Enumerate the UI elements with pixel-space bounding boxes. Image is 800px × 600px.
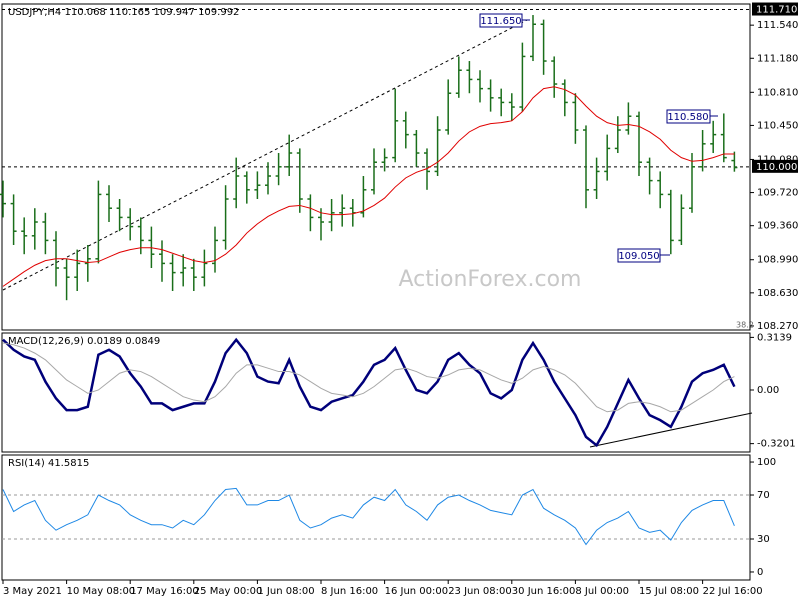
y-tick-label: 108.270: [757, 321, 798, 332]
panel-frame: [1, 454, 751, 581]
y-tick-label: 111.540: [757, 20, 798, 31]
y-tick-label: 108.630: [757, 288, 798, 299]
y-tick-label: 70: [757, 490, 770, 501]
y-tick-label: -0.3201: [757, 439, 796, 450]
annotation-box: [666, 109, 711, 124]
y-tick-label: 110.810: [757, 87, 798, 98]
x-tick-label: 1 Jun 08:00: [257, 586, 314, 597]
y-tick-label: 108.990: [757, 255, 798, 266]
x-tick-label: 8 Jun 16:00: [321, 586, 378, 597]
x-tick-label: 30 Jun 16:00: [512, 586, 576, 597]
x-tick-label: 16 Jun 00:00: [385, 586, 449, 597]
y-tick-label: 111.180: [757, 53, 798, 64]
y-tick-label: 30: [757, 534, 770, 545]
panel-title: USDJPY,H4 110.068 110.165 109.947 109.99…: [8, 7, 239, 18]
x-tick-label: 3 May 2021: [3, 586, 62, 597]
annotation-box: [479, 13, 523, 28]
annotation-box: [617, 248, 661, 263]
y-tick-label: 109.720: [757, 188, 798, 199]
x-tick-label: 17 May 16:00: [130, 586, 199, 597]
y-tick-label: 109.360: [757, 221, 798, 232]
watermark: ActionForex.com: [399, 267, 582, 292]
y-tick-label: 110.450: [757, 120, 798, 131]
macd-trend-line: [589, 412, 753, 448]
series-line: [2, 337, 736, 448]
trend-line: [2, 19, 528, 291]
y-tick-label: 0: [757, 567, 763, 578]
series-line: [2, 342, 735, 413]
x-tick-label: 23 Jun 08:00: [448, 586, 512, 597]
x-tick-label: 15 Jul 08:00: [639, 586, 699, 597]
price-label: 111.710: [756, 5, 797, 16]
panel-frame: [1, 332, 751, 453]
x-tick-label: 8 Jul 00:00: [575, 586, 629, 597]
panel-title: RSI(14) 41.5815: [8, 458, 89, 469]
annotation: 109.050: [618, 251, 659, 262]
y-tick-label: 0.3139: [757, 332, 792, 343]
annotation: 38.2: [736, 321, 754, 330]
y-tick-label: 100: [757, 457, 776, 468]
moving-average: [2, 86, 735, 287]
series-line: [2, 487, 735, 546]
x-tick-label: 25 May 00:00: [194, 586, 263, 597]
price-label: 110.000: [756, 162, 797, 173]
price-label-box: [752, 2, 798, 16]
annotation: 110.580: [667, 112, 708, 123]
y-tick-label: 0.00: [757, 385, 779, 396]
price-label-box: [752, 159, 798, 173]
x-tick-label: 10 May 08:00: [67, 586, 136, 597]
panel-title: MACD(12,26,9) 0.0189 0.0849: [8, 336, 160, 347]
annotation: 111.650: [480, 16, 521, 27]
x-tick-label: 22 Jul 16:00: [703, 586, 763, 597]
